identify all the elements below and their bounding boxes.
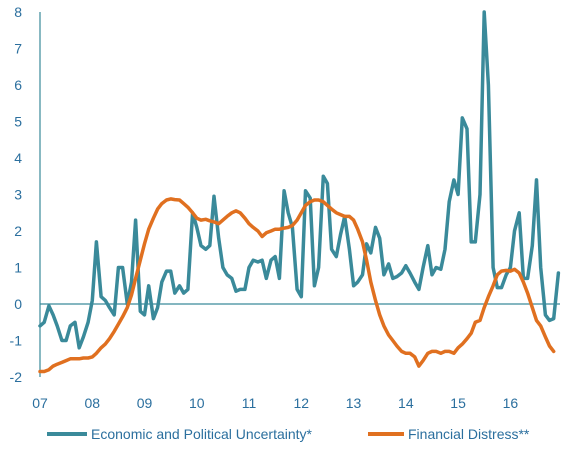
y-axis: -2 -1 0 1 2 3 4 5 6 7 8	[10, 4, 41, 385]
y-tick-label: 4	[14, 150, 22, 166]
x-tick-label: 07	[32, 395, 48, 411]
y-tick-label: 3	[14, 187, 22, 203]
series-line-uncertainty	[38, 10, 561, 350]
y-tick-label: 7	[14, 41, 22, 57]
series-line-financial-distress	[38, 197, 556, 374]
x-tick-label: 08	[84, 395, 100, 411]
x-tick-label: 12	[294, 395, 310, 411]
y-tick-label: 5	[14, 114, 22, 130]
x-tick-label: 15	[450, 395, 466, 411]
y-tick-label: 8	[14, 4, 22, 20]
x-tick-label: 09	[137, 395, 153, 411]
x-tick-label: 14	[398, 395, 414, 411]
y-tick-label: 6	[14, 77, 22, 93]
y-tick-label: -1	[10, 333, 23, 349]
x-tick-label: 10	[189, 395, 205, 411]
y-tick-label: 2	[14, 223, 22, 239]
x-tick-label: 11	[242, 395, 257, 411]
x-tick-label: 16	[503, 395, 519, 411]
y-tick-label: -2	[10, 369, 23, 385]
x-tick-label: 13	[346, 395, 362, 411]
y-tick-label: 0	[14, 296, 22, 312]
legend-label: Financial Distress**	[408, 426, 530, 442]
legend: Economic and Political Uncertainty* Finan…	[47, 426, 530, 442]
series-lines	[38, 10, 561, 374]
legend-label: Economic and Political Uncertainty*	[91, 426, 313, 442]
y-tick-label: 1	[14, 260, 22, 276]
